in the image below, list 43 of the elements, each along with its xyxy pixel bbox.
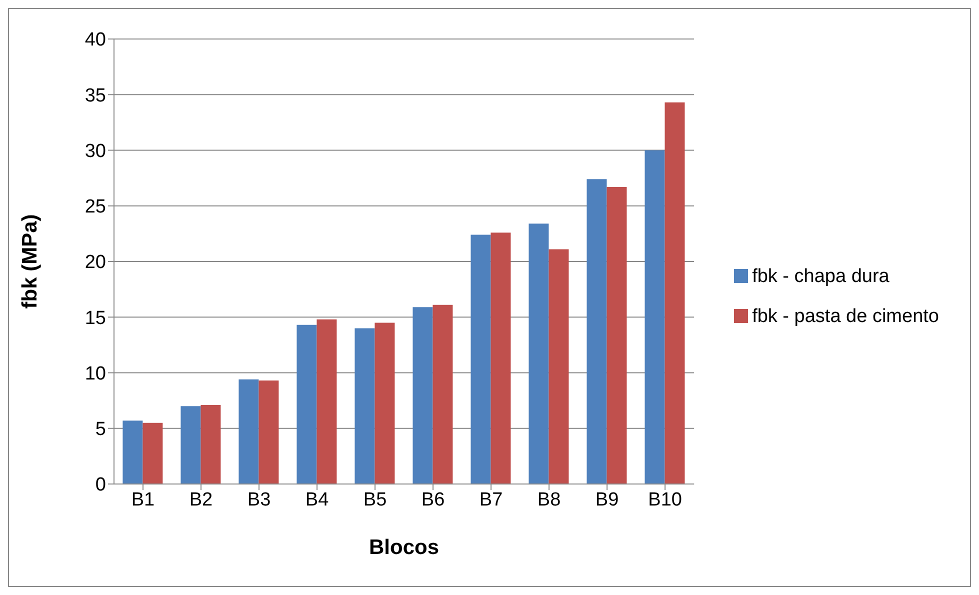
bar bbox=[200, 405, 221, 484]
y-tick-label: 25 bbox=[84, 196, 106, 218]
y-tick-label: 0 bbox=[95, 474, 106, 496]
x-tick-label: B7 bbox=[479, 489, 503, 510]
y-tick-label: 10 bbox=[84, 363, 106, 384]
bar bbox=[412, 307, 433, 484]
bar bbox=[142, 422, 163, 484]
x-tick-label: B10 bbox=[648, 489, 682, 510]
bar bbox=[606, 186, 627, 484]
bar bbox=[644, 150, 665, 484]
bar bbox=[432, 304, 453, 484]
y-tick-label: 5 bbox=[95, 419, 106, 440]
bar bbox=[664, 102, 685, 484]
x-tick-label: B2 bbox=[189, 489, 213, 510]
bar bbox=[180, 406, 201, 484]
bar bbox=[296, 324, 317, 484]
x-axis-title: Blocos bbox=[369, 536, 440, 559]
bar bbox=[258, 380, 279, 484]
x-tick-label: B5 bbox=[363, 489, 387, 510]
bar bbox=[316, 319, 337, 484]
y-tick-label: 40 bbox=[84, 30, 106, 51]
legend-label: fbk - pasta de cimento bbox=[752, 306, 939, 326]
y-axis-title: fbk (MPa) bbox=[18, 214, 42, 309]
x-tick-label: B6 bbox=[421, 489, 445, 510]
y-tick-label: 20 bbox=[84, 252, 106, 274]
bar bbox=[374, 322, 395, 484]
bar bbox=[586, 179, 607, 484]
bar bbox=[122, 420, 143, 484]
bar bbox=[470, 234, 491, 484]
legend-label: fbk - chapa dura bbox=[752, 266, 890, 286]
x-tick-label: B1 bbox=[131, 489, 155, 510]
bar bbox=[548, 249, 569, 484]
y-tick-label: 35 bbox=[84, 85, 106, 106]
bar bbox=[490, 232, 511, 484]
bar bbox=[354, 328, 375, 484]
x-tick-label: B9 bbox=[595, 489, 619, 510]
y-tick-label: 15 bbox=[84, 308, 106, 329]
x-tick-label: B8 bbox=[537, 489, 561, 510]
x-tick-label: B3 bbox=[247, 489, 271, 510]
bar bbox=[238, 379, 259, 484]
y-tick-label: 30 bbox=[84, 140, 106, 162]
x-tick-label: B4 bbox=[305, 489, 330, 510]
bar bbox=[528, 224, 549, 484]
